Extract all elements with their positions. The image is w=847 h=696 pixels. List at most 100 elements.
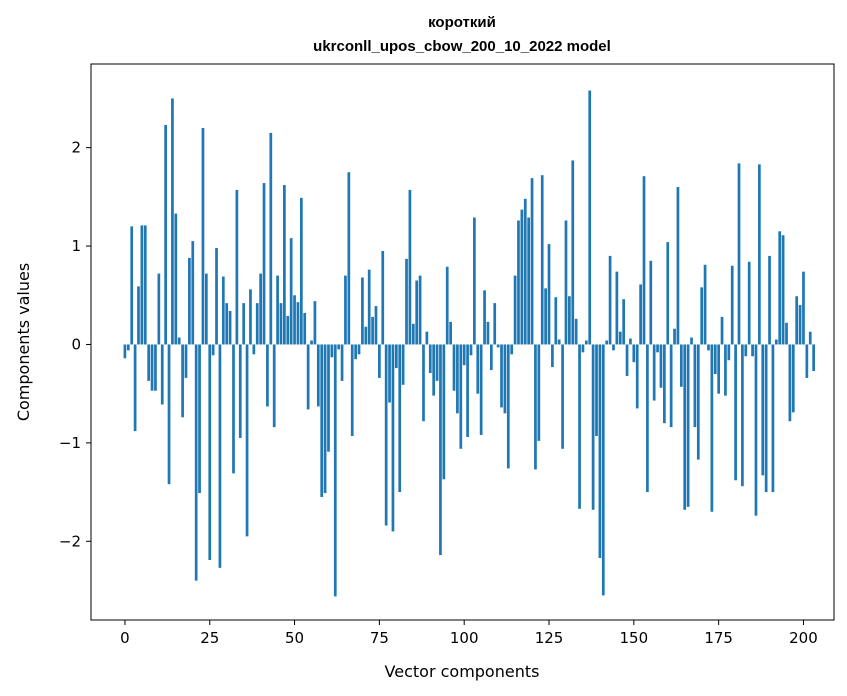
bar xyxy=(323,344,327,494)
bar xyxy=(286,315,290,345)
bar xyxy=(473,217,476,345)
bar xyxy=(184,344,188,378)
x-tick-label: 75 xyxy=(370,629,389,647)
bar xyxy=(378,344,381,378)
bar xyxy=(703,264,707,345)
bar xyxy=(751,344,754,357)
bar xyxy=(252,344,256,355)
bar xyxy=(724,344,727,396)
bar xyxy=(174,213,178,345)
bar xyxy=(306,344,310,410)
chart-title-line-1: короткий xyxy=(428,14,496,31)
bar xyxy=(632,344,636,363)
bar xyxy=(160,344,164,405)
bar xyxy=(235,189,239,345)
bar xyxy=(517,220,520,345)
y-tick-label: −1 xyxy=(59,434,81,452)
bar xyxy=(605,340,609,345)
bar xyxy=(167,344,171,485)
bar xyxy=(666,242,670,345)
bar xyxy=(374,306,378,345)
bar xyxy=(808,331,812,345)
bar xyxy=(432,344,436,396)
bar xyxy=(520,209,524,345)
bar xyxy=(727,344,731,361)
bar xyxy=(218,344,222,568)
bar xyxy=(208,344,212,560)
bar xyxy=(669,344,673,428)
bar xyxy=(469,344,473,356)
bar xyxy=(452,344,456,391)
bar xyxy=(201,127,205,345)
bar xyxy=(428,344,432,373)
bar xyxy=(137,286,140,345)
bar xyxy=(405,258,408,345)
bar xyxy=(126,344,130,351)
bar xyxy=(320,344,324,497)
bar xyxy=(191,241,195,345)
bar xyxy=(269,132,273,345)
y-axis-ticks: −2 −1 0 1 2 xyxy=(59,139,91,550)
bars xyxy=(123,90,815,597)
bar xyxy=(299,197,303,345)
bar xyxy=(242,303,246,345)
bar xyxy=(204,273,208,345)
bar xyxy=(506,344,510,469)
bar xyxy=(588,90,592,345)
bar xyxy=(401,344,405,385)
x-axis-label: Vector components xyxy=(385,662,540,681)
bar xyxy=(361,277,364,345)
bar xyxy=(279,303,283,345)
bar xyxy=(327,344,330,452)
x-tick-label: 25 xyxy=(200,629,219,647)
bar xyxy=(388,344,391,403)
bar xyxy=(642,176,646,345)
x-tick-label: 125 xyxy=(535,629,564,647)
bar xyxy=(744,344,748,357)
bar xyxy=(700,287,704,345)
x-tick-label: 50 xyxy=(285,629,304,647)
bar xyxy=(788,344,792,422)
bar xyxy=(805,344,809,378)
bar xyxy=(812,344,815,372)
bar xyxy=(785,322,788,345)
bar xyxy=(221,276,225,345)
bar xyxy=(181,344,184,418)
bar xyxy=(249,289,252,345)
x-tick-label: 200 xyxy=(789,629,818,647)
bar xyxy=(418,275,422,345)
plot-area-frame xyxy=(90,63,835,621)
chart-title: короткий ukrconll_upos_cbow_200_10_2022 … xyxy=(313,14,611,55)
bar xyxy=(537,344,541,441)
bar xyxy=(673,328,676,345)
bar xyxy=(601,344,605,596)
bar xyxy=(686,344,690,507)
x-tick-label: 100 xyxy=(450,629,479,647)
bar xyxy=(422,344,425,422)
x-tick-label: 150 xyxy=(620,629,649,647)
bar xyxy=(571,160,575,345)
bar xyxy=(293,295,296,345)
bar xyxy=(659,344,663,388)
bar xyxy=(303,312,307,345)
bar xyxy=(330,344,334,358)
bar xyxy=(238,344,242,438)
bar xyxy=(479,344,483,435)
bar xyxy=(530,178,534,345)
bar xyxy=(357,344,361,355)
chart-title-line-2: ukrconll_upos_cbow_200_10_2022 model xyxy=(313,38,611,55)
bar xyxy=(228,311,232,345)
bar xyxy=(255,303,259,345)
bar xyxy=(500,344,503,408)
bar xyxy=(123,344,127,359)
bar xyxy=(720,316,724,345)
y-tick-label: 2 xyxy=(71,139,81,157)
bar xyxy=(781,235,785,345)
bar xyxy=(232,344,235,474)
bar xyxy=(154,344,157,391)
bar xyxy=(568,296,571,345)
bar xyxy=(442,344,446,480)
bar xyxy=(574,318,578,345)
bar xyxy=(272,344,276,428)
bar xyxy=(157,273,161,345)
